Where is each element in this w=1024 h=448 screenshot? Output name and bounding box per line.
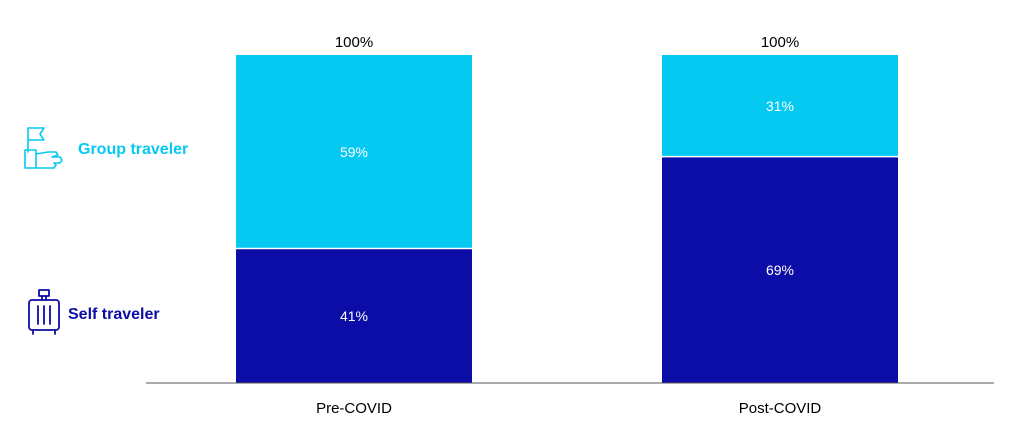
- x-tick-label-post-covid: Post-COVID: [739, 400, 822, 417]
- bar-pre-covid-group-traveler: [236, 55, 472, 249]
- legend-self-label: Self traveler: [68, 305, 160, 323]
- data-label-pre-covid-self-traveler: 41%: [340, 308, 368, 324]
- bar-pre-covid-self-traveler: [236, 248, 472, 383]
- data-label-post-covid-group-traveler: 31%: [766, 98, 794, 114]
- legend-group-label: Group traveler: [78, 140, 189, 158]
- suitcase-icon: [26, 288, 62, 341]
- bar-post-covid-group-traveler: [662, 55, 898, 157]
- total-label-post-covid: 100%: [761, 34, 799, 51]
- legend-group-traveler: Group traveler: [22, 122, 188, 177]
- x-tick-label-pre-covid: Pre-COVID: [316, 400, 392, 417]
- total-label-pre-covid: 100%: [335, 34, 373, 51]
- hand-flag-icon: [22, 122, 72, 177]
- data-label-post-covid-self-traveler: 69%: [766, 262, 794, 278]
- legend-self-traveler: Self traveler: [26, 288, 160, 341]
- bar-post-covid-self-traveler: [662, 156, 898, 383]
- data-label-pre-covid-group-traveler: 59%: [340, 144, 368, 160]
